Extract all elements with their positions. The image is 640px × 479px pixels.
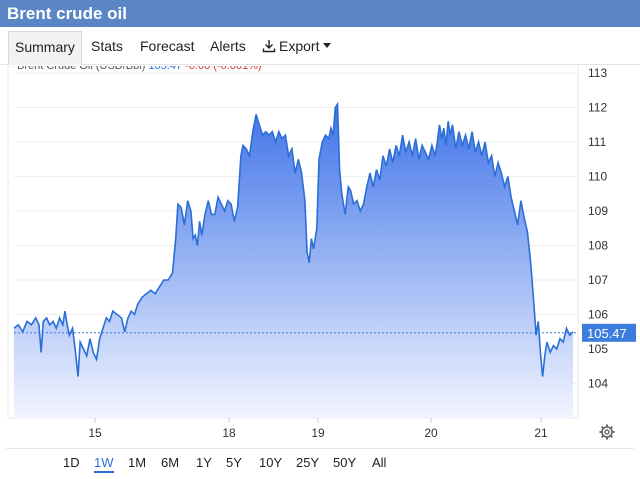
current-price-badge: 105.47 [582, 323, 636, 342]
range-1m[interactable]: 1M [128, 455, 147, 470]
range-all[interactable]: All [372, 455, 387, 470]
x-tick-label: 19 [311, 426, 325, 440]
window-title: Brent crude oil [0, 0, 640, 27]
legend-change: -0.00 (-0.001%) [185, 60, 262, 72]
x-axis: 15 18 19 20 21 [88, 418, 548, 440]
price-chart: 113 112 111 110 109 108 107 106 105 104 15 18 19 20 2… [0, 65, 640, 446]
range-5y[interactable]: 5Y [226, 455, 242, 470]
tab-alerts[interactable]: Alerts [210, 27, 246, 65]
tab-export-label: Export [279, 38, 320, 54]
current-price-label: 105.47 [587, 326, 627, 341]
y-tick-label: 107 [588, 273, 608, 287]
tab-alerts-label: Alerts [210, 38, 246, 54]
current-price-badge-bg [582, 323, 636, 342]
y-tick-label: 105 [588, 342, 608, 356]
chevron-down-icon [323, 43, 332, 48]
tab-stats-label: Stats [91, 38, 123, 54]
y-tick-label: 104 [588, 377, 608, 391]
chart-svg: 113 112 111 110 109 108 107 106 105 104 15 18 19 20 2… [7, 65, 636, 440]
y-tick-label: 108 [588, 239, 608, 253]
range-25y[interactable]: 25Y [296, 455, 320, 470]
tab-forecast[interactable]: Forecast [140, 27, 194, 65]
tab-summary-label: Summary [15, 39, 75, 55]
chart-legend: Brent Crude Oil (USD/Bbl) 105.47 -0.00 (… [17, 60, 262, 72]
x-tick-label: 15 [88, 426, 102, 440]
price-area [14, 104, 573, 418]
price-line [13, 101, 574, 377]
legend-price: 105.47 [148, 60, 183, 72]
gear-icon[interactable] [599, 424, 615, 440]
tab-summary[interactable]: Summary [8, 31, 82, 65]
range-1d[interactable]: 1D [63, 455, 80, 470]
tab-export[interactable]: Export [262, 27, 332, 65]
y-tick-label: 106 [588, 308, 608, 322]
y-tick-label: 109 [588, 204, 608, 218]
legend-series-name: Brent Crude Oil (USD/Bbl) [17, 60, 146, 72]
range-50y[interactable]: 50Y [333, 455, 357, 470]
range-1w[interactable]: 1W [94, 455, 114, 473]
tab-stats[interactable]: Stats [91, 27, 123, 65]
y-axis: 113 112 111 110 109 108 107 106 105 104 [588, 66, 608, 391]
tab-bar: Summary Stats Forecast Alerts Export [0, 27, 640, 65]
range-selector: 1D 1W 1M 6M 1Y 5Y 10Y 25Y 50Y All [6, 448, 634, 476]
y-tick-label: 111 [588, 135, 607, 149]
x-tick-label: 20 [424, 426, 438, 440]
y-tick-label: 110 [588, 170, 607, 184]
range-10y[interactable]: 10Y [259, 455, 283, 470]
tab-forecast-label: Forecast [140, 38, 195, 54]
range-1y[interactable]: 1Y [196, 455, 212, 470]
y-tick-label: 113 [588, 66, 607, 80]
x-tick-label: 21 [534, 426, 548, 440]
y-tick-label: 112 [588, 101, 607, 115]
range-6m[interactable]: 6M [161, 455, 180, 470]
download-icon [262, 40, 276, 53]
x-tick-label: 18 [222, 426, 236, 440]
